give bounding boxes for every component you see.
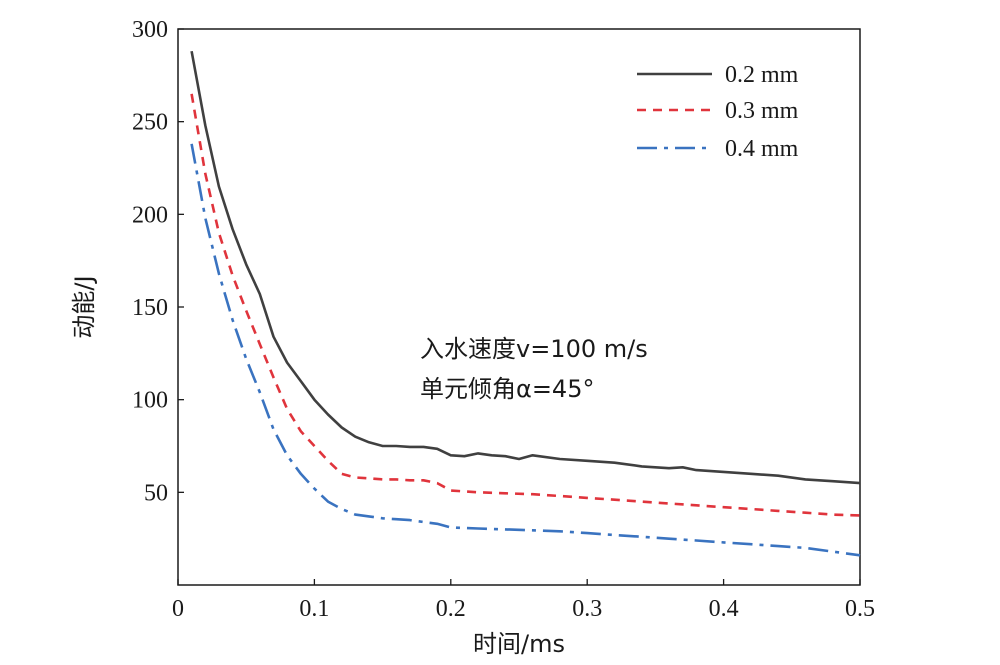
x-tick-label-0.1: 0.1	[299, 596, 329, 622]
y-tick-label-50: 50	[144, 480, 168, 506]
x-tick-label-0.4: 0.4	[709, 596, 739, 622]
y-tick-label-150: 150	[132, 295, 168, 321]
series-line-0.2mm	[190, 50, 861, 485]
legend-label-0.3mm: 0.3 mm	[725, 98, 799, 124]
y-tick-label-250: 250	[132, 110, 168, 136]
x-tick-label-0.3: 0.3	[572, 596, 602, 622]
legend: 0.2 mm 0.3 mm 0.4 mm	[637, 62, 799, 162]
y-axis-title: 动能/J	[70, 275, 98, 338]
y-tick-label-200: 200	[132, 202, 168, 228]
annotation-entry-speed: 入水速度v=100 m/s	[420, 335, 648, 363]
legend-label-0.4mm: 0.4 mm	[725, 136, 799, 162]
annotation-element-angle: 单元倾角α=45°	[420, 375, 594, 403]
x-tick-label-0.2: 0.2	[436, 596, 466, 622]
x-axis-title: 时间/ms	[473, 630, 565, 658]
legend-label-0.2mm: 0.2 mm	[725, 62, 799, 88]
series-line-0.4mm	[190, 143, 861, 557]
y-tick-label-100: 100	[132, 388, 168, 414]
x-tick-label-0.5: 0.5	[845, 596, 875, 622]
annotation-group: 入水速度v=100 m/s 单元倾角α=45°	[420, 335, 648, 403]
x-tick-label-0: 0	[172, 596, 184, 622]
y-tick-label-300: 300	[132, 17, 168, 43]
series-line-0.3mm	[190, 93, 861, 517]
